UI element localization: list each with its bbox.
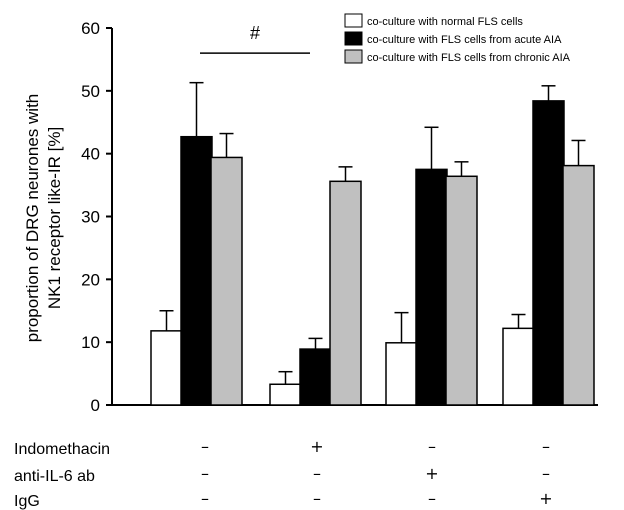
condition-table: Indomethacin – + – – anti-IL-6 ab – – + – IgG – – – + [14, 437, 553, 510]
y-axis-label-line-1: proportion of DRG neurones with [23, 94, 42, 343]
condition-label: Indomethacin [14, 441, 110, 458]
bars [150, 100, 595, 406]
y-tick-label: 40 [81, 145, 100, 164]
condition-sign: – [428, 489, 436, 508]
condition-sign: – [201, 464, 209, 483]
bar [502, 327, 535, 406]
condition-label: anti-IL-6 ab [14, 468, 95, 485]
legend-label: co-culture with FLS cells from chronic A… [367, 52, 571, 64]
bar [150, 330, 183, 406]
bar [299, 348, 332, 406]
condition-sign: + [425, 464, 438, 483]
condition-sign: – [428, 437, 436, 456]
significance-annotation: # [200, 23, 310, 54]
bar [210, 156, 243, 406]
condition-sign: – [542, 437, 550, 456]
legend-label: co-culture with normal FLS cells [367, 16, 523, 28]
bar [415, 168, 448, 406]
legend-label: co-culture with FLS cells from acute AIA [367, 34, 562, 46]
condition-sign: – [542, 464, 550, 483]
legend-swatch [344, 49, 363, 64]
condition-sign: + [539, 489, 552, 508]
y-tick-label: 0 [91, 396, 100, 415]
condition-sign: + [310, 437, 323, 456]
bar [269, 383, 302, 406]
bar [562, 164, 595, 406]
bar [532, 100, 565, 406]
legend-swatch [344, 13, 363, 28]
bar [329, 180, 362, 406]
condition-sign: – [201, 437, 209, 456]
y-tick-label: 30 [81, 208, 100, 227]
y-axis-label-line-2: NK1 receptor like-IR [%] [45, 127, 64, 309]
y-tick-label: 50 [81, 82, 100, 101]
condition-label: IgG [14, 493, 40, 510]
bar [180, 135, 213, 406]
y-tick-label: 20 [81, 270, 100, 289]
condition-sign: – [201, 489, 209, 508]
condition-sign: – [313, 464, 321, 483]
y-tick-label: 60 [81, 19, 100, 38]
bar [385, 342, 418, 406]
legend: co-culture with normal FLS cells co-cultu… [344, 13, 571, 64]
significance-marker: # [250, 23, 260, 43]
y-tick-label: 10 [81, 333, 100, 352]
condition-sign: – [313, 489, 321, 508]
bar [445, 175, 478, 406]
legend-swatch [344, 31, 363, 46]
error-bars [159, 81, 586, 385]
